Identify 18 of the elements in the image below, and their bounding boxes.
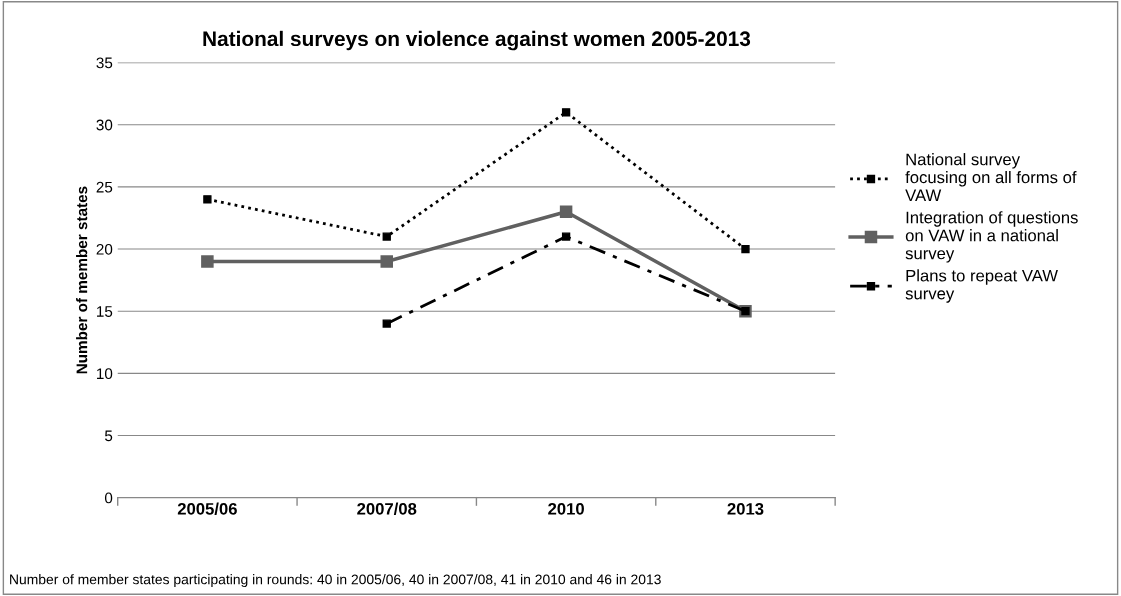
x-tick-label: 2010 xyxy=(548,502,584,515)
y-tick-label: 20 xyxy=(96,243,113,255)
y-tick-label: 30 xyxy=(96,119,113,131)
y-tick-label: 10 xyxy=(97,368,113,380)
y-tick-label: 25 xyxy=(96,181,113,193)
legend-label: National survey focusing on all forms of VAW xyxy=(905,153,1077,202)
x-tick-label: 2005/06 xyxy=(177,502,237,515)
x-tick-label: 2007/08 xyxy=(357,502,417,515)
y-tick-label: 5 xyxy=(104,430,113,442)
chart-title: National surveys on violence against women 2005-2013 xyxy=(203,30,751,51)
y-tick-label: 0 xyxy=(104,492,113,504)
x-tick-label: 2013 xyxy=(727,502,764,515)
legend-label: Integration of questions on VAW in a national survey xyxy=(905,211,1078,263)
y-tick-label: 15 xyxy=(97,306,113,317)
y-axis-title: Number of member states xyxy=(76,186,88,374)
y-tick-label: 35 xyxy=(96,57,113,69)
text: Number of member states participating in rounds: 40 in 2005/06, 40 in 2007/08, 41 in 2010 and 46 in 2013 xyxy=(10,574,661,588)
legend-label: Plans to repeat VAW survey xyxy=(905,269,1058,303)
